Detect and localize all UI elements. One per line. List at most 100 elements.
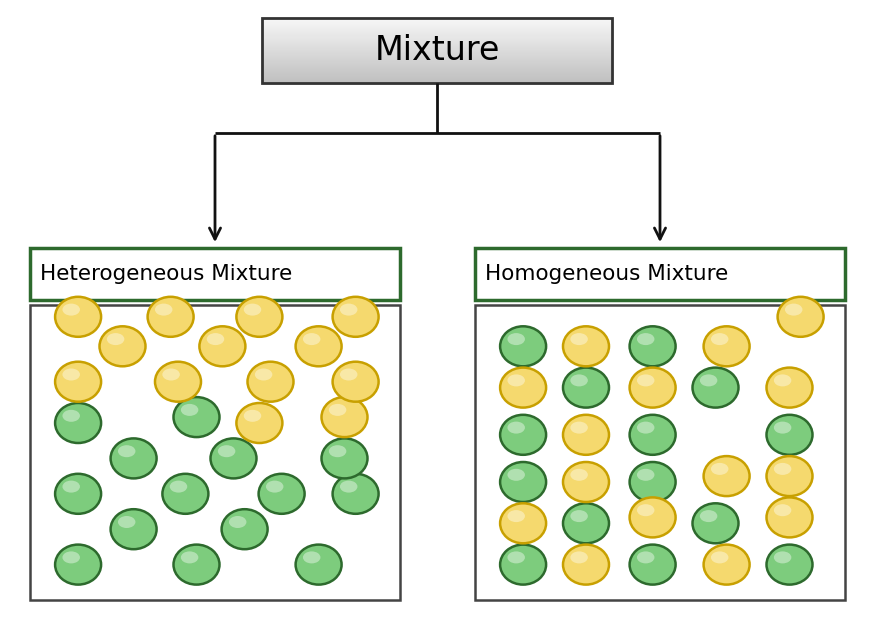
Ellipse shape [570, 374, 588, 386]
Bar [262, 57, 612, 58]
Ellipse shape [700, 374, 718, 386]
Ellipse shape [500, 545, 546, 584]
Bar [262, 61, 612, 62]
Ellipse shape [333, 362, 379, 402]
Ellipse shape [118, 445, 135, 457]
Bar [262, 39, 612, 40]
Bar [262, 47, 612, 49]
Bar [262, 19, 612, 20]
Bar [262, 58, 612, 59]
Ellipse shape [507, 468, 525, 481]
Bar [262, 24, 612, 26]
Bar [262, 69, 612, 70]
Bar [262, 36, 612, 37]
Ellipse shape [637, 551, 655, 563]
Ellipse shape [629, 497, 676, 538]
Ellipse shape [570, 422, 588, 434]
Ellipse shape [637, 333, 655, 345]
Ellipse shape [266, 480, 284, 493]
Bar [262, 27, 612, 28]
Ellipse shape [181, 551, 198, 563]
Ellipse shape [207, 333, 224, 345]
Ellipse shape [773, 422, 791, 434]
Ellipse shape [629, 545, 676, 584]
Ellipse shape [340, 303, 357, 316]
Bar [262, 33, 612, 34]
Ellipse shape [711, 463, 728, 475]
Bar [262, 50, 612, 52]
Bar [262, 70, 612, 71]
Ellipse shape [55, 362, 101, 402]
Ellipse shape [237, 297, 282, 337]
Ellipse shape [637, 374, 655, 386]
Ellipse shape [174, 397, 219, 437]
Bar [262, 71, 612, 72]
Ellipse shape [63, 303, 80, 316]
Ellipse shape [100, 326, 146, 366]
Ellipse shape [303, 551, 320, 563]
Ellipse shape [704, 545, 750, 584]
Ellipse shape [629, 326, 676, 366]
Ellipse shape [55, 545, 101, 584]
Bar [262, 67, 612, 68]
Ellipse shape [692, 503, 739, 543]
Ellipse shape [118, 516, 135, 528]
Ellipse shape [174, 545, 219, 584]
Ellipse shape [255, 368, 272, 381]
Bar [262, 82, 612, 83]
Bar [262, 52, 612, 53]
Ellipse shape [785, 303, 802, 316]
Bar [262, 72, 612, 74]
Ellipse shape [637, 422, 655, 434]
Ellipse shape [500, 326, 546, 366]
Ellipse shape [629, 368, 676, 407]
Ellipse shape [111, 509, 156, 549]
Ellipse shape [766, 456, 813, 496]
Ellipse shape [773, 463, 791, 475]
Ellipse shape [570, 333, 588, 345]
Bar [262, 20, 612, 21]
Ellipse shape [563, 368, 609, 407]
Ellipse shape [169, 480, 187, 493]
Ellipse shape [329, 404, 347, 416]
Text: Mixture: Mixture [375, 34, 499, 67]
Ellipse shape [700, 510, 718, 522]
Bar [262, 56, 612, 57]
Ellipse shape [248, 362, 293, 402]
Ellipse shape [570, 468, 588, 481]
Ellipse shape [210, 439, 257, 478]
Ellipse shape [711, 333, 728, 345]
Ellipse shape [107, 333, 124, 345]
Bar [262, 74, 612, 75]
Ellipse shape [778, 297, 823, 337]
Ellipse shape [570, 551, 588, 563]
Bar [262, 49, 612, 50]
Ellipse shape [500, 415, 546, 455]
Bar [475, 305, 845, 600]
Ellipse shape [507, 551, 525, 563]
Bar [262, 81, 612, 82]
Ellipse shape [148, 297, 194, 337]
Ellipse shape [63, 368, 80, 381]
Bar [262, 42, 612, 43]
Ellipse shape [199, 326, 245, 366]
Ellipse shape [321, 397, 368, 437]
Ellipse shape [629, 462, 676, 502]
Text: Homogeneous Mixture: Homogeneous Mixture [485, 264, 728, 284]
Bar [262, 55, 612, 56]
Ellipse shape [563, 462, 609, 502]
Bar [262, 54, 612, 55]
Ellipse shape [507, 374, 525, 386]
Ellipse shape [229, 516, 246, 528]
Ellipse shape [500, 368, 546, 407]
Ellipse shape [244, 303, 261, 316]
Ellipse shape [773, 551, 791, 563]
Ellipse shape [692, 368, 739, 407]
Ellipse shape [244, 410, 261, 422]
Ellipse shape [766, 545, 813, 584]
Ellipse shape [181, 404, 198, 416]
Ellipse shape [500, 462, 546, 502]
Bar [262, 60, 612, 61]
Ellipse shape [766, 497, 813, 538]
Bar [262, 46, 612, 47]
